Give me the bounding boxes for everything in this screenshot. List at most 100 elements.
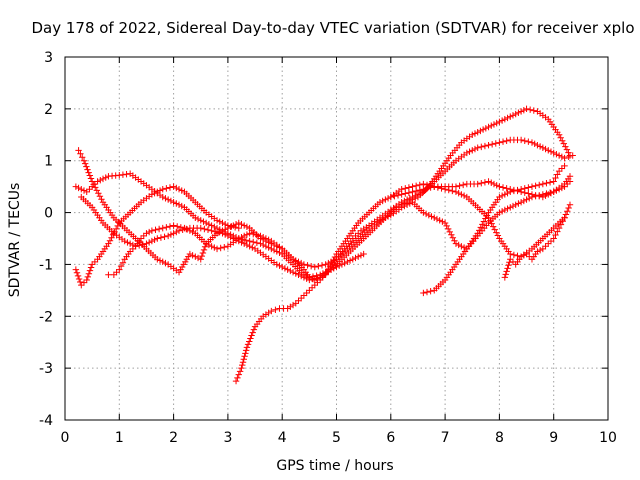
data-point <box>441 167 449 175</box>
data-point-interp <box>126 240 134 247</box>
data-point <box>555 131 563 138</box>
data-point-interp <box>403 201 411 208</box>
data-point-interp <box>543 190 550 197</box>
data-point <box>94 256 101 263</box>
data-point-interp <box>507 113 514 120</box>
data-point <box>355 235 362 242</box>
data-point <box>295 271 302 278</box>
data-point <box>561 180 568 188</box>
data-point-interp <box>167 197 175 205</box>
data-point-interp <box>93 187 101 194</box>
data-point-interp <box>78 154 86 161</box>
data-point-interp <box>504 189 511 197</box>
data-point <box>238 364 245 372</box>
data-point-interp <box>416 181 423 189</box>
data-point-interp <box>481 142 489 150</box>
y-tick-label: -3 <box>39 361 53 377</box>
data-point-interp <box>198 252 206 260</box>
data-point <box>88 204 96 211</box>
data-point-interp <box>355 253 362 260</box>
data-point-interp <box>504 265 511 272</box>
data-point-interp <box>346 257 354 264</box>
data-point <box>99 199 107 206</box>
data-point-interp <box>240 356 248 363</box>
x-tick-label: 3 <box>223 430 232 446</box>
data-point-interp <box>211 244 218 251</box>
data-point-interp <box>449 234 457 241</box>
data-point <box>365 209 373 216</box>
data-point-interp <box>166 223 174 230</box>
data-point-interp <box>564 208 571 215</box>
data-point-interp <box>509 202 517 210</box>
data-point-interp <box>384 195 392 202</box>
data-point-interp <box>201 243 209 250</box>
data-point <box>88 178 96 185</box>
data-point-interp <box>536 192 543 199</box>
data-point <box>202 219 210 227</box>
data-point <box>349 256 356 263</box>
data-point <box>566 201 574 208</box>
data-point <box>452 240 460 247</box>
data-point-interp <box>119 259 127 266</box>
data-point-interp <box>163 224 170 231</box>
data-point <box>202 209 210 216</box>
data-point-interp <box>525 190 532 197</box>
data-point <box>251 245 259 253</box>
data-point <box>75 147 82 154</box>
data-point-interp <box>239 359 247 366</box>
data-point-interp <box>235 371 242 378</box>
data-point <box>317 271 324 278</box>
data-point-interp <box>194 215 202 223</box>
x-tick-label: 5 <box>332 430 341 446</box>
data-point-interp <box>85 270 93 277</box>
data-point <box>398 204 405 211</box>
data-point <box>279 245 286 253</box>
y-tick-label: 0 <box>44 206 53 222</box>
data-point-interp <box>327 258 335 266</box>
data-point-interp <box>240 222 248 229</box>
data-point-interp <box>562 143 569 150</box>
data-point <box>148 227 156 234</box>
data-point-interp <box>162 195 169 202</box>
data-point-interp <box>557 221 565 228</box>
data-point-interp <box>92 184 99 191</box>
data-point <box>116 266 123 273</box>
data-point-interp <box>313 272 320 279</box>
data-point <box>507 250 514 258</box>
data-point-interp <box>151 236 158 243</box>
data-point-interp <box>322 269 329 276</box>
data-point <box>539 180 547 188</box>
data-point-interp <box>242 237 250 244</box>
data-point-interp <box>520 197 528 205</box>
data-point-interp <box>509 112 517 119</box>
data-point-interp <box>547 148 555 155</box>
data-point <box>545 240 552 247</box>
data-point-interp <box>77 150 84 157</box>
data-points <box>72 105 576 385</box>
data-point-interp <box>292 257 299 264</box>
data-point <box>561 162 568 170</box>
data-point <box>517 199 525 206</box>
data-point-interp <box>531 140 538 148</box>
data-point-interp <box>236 368 244 375</box>
data-point-interp <box>501 206 509 214</box>
data-point-interp <box>249 329 256 336</box>
data-point-interp <box>460 181 467 189</box>
data-point-interp <box>481 179 489 186</box>
data-point-interp <box>216 228 223 236</box>
data-point-interp <box>241 353 248 360</box>
data-point <box>452 261 460 268</box>
data-point <box>534 108 541 115</box>
data-point-interp <box>525 184 532 191</box>
data-point <box>545 116 552 123</box>
data-point-interp <box>183 226 191 233</box>
data-point <box>507 136 514 144</box>
data-point-interp <box>74 272 82 280</box>
data-point-interp <box>242 347 250 354</box>
data-point-interp <box>145 228 153 236</box>
data-point-interp <box>265 236 272 243</box>
data-point <box>501 116 509 123</box>
data-point <box>232 377 240 385</box>
data-point-interp <box>98 196 105 203</box>
data-point-interp <box>402 185 409 192</box>
